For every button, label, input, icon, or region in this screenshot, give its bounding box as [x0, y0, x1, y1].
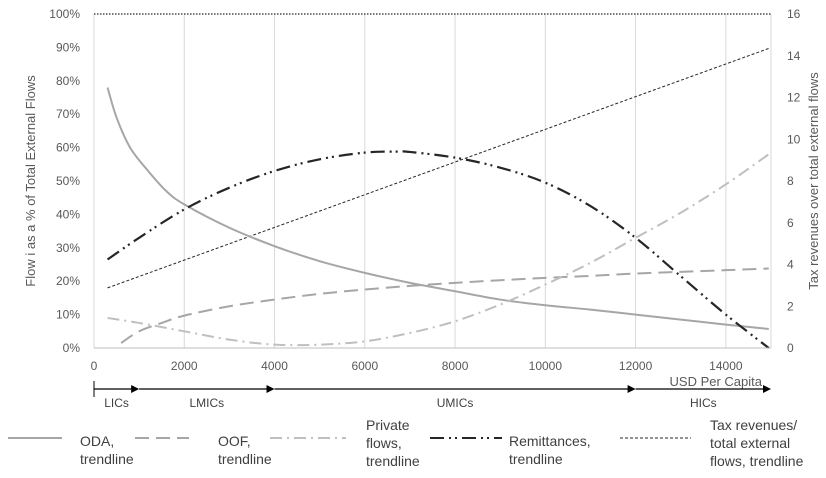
- income-arrow-head: [763, 385, 771, 393]
- y-tick-label: 90%: [56, 40, 80, 54]
- legend-label: Tax revenues/total external flows, trendl…: [710, 417, 804, 469]
- y-axis-title: Flow i as a % of Total External Flows: [23, 75, 38, 287]
- legend-label: Remittances, trendline: [509, 433, 591, 467]
- x-tick-label: 14000: [709, 359, 743, 373]
- y2-tick-label: 2: [787, 299, 794, 313]
- legend-label: OOF, trendline: [218, 433, 272, 467]
- x-tick-label: 10000: [529, 359, 563, 373]
- income-group-arrows: LICs LMICs UMICs HICs: [93, 381, 771, 410]
- y2-tick-label: 4: [787, 258, 794, 272]
- series-line-0: [106, 87, 769, 330]
- income-arrow-head: [627, 385, 636, 393]
- y2-tick-label: 6: [787, 216, 794, 230]
- y-tick-label: 40%: [56, 207, 80, 221]
- y2-tick-label: 8: [787, 174, 794, 188]
- income-group-label: HICs: [690, 396, 717, 410]
- x-tick-label: 6000: [351, 359, 378, 373]
- y2-tick-label: 10: [787, 132, 801, 146]
- legend-label: ODA, trendline: [80, 433, 134, 467]
- y-tick-label: 30%: [56, 241, 80, 255]
- legend: ODA, trendline OOF, trendline Private flows, t…: [8, 417, 804, 469]
- income-arrow-head: [131, 385, 140, 393]
- y2-tick-labels: 0 2 4 6 8 10 12 14 16: [787, 7, 801, 355]
- y2-axis-title: Tax revenues over total external flows: [806, 72, 821, 290]
- y-tick-label: 70%: [56, 107, 80, 121]
- x-tick-label: 12000: [619, 359, 653, 373]
- x-axis-title: USD Per Capita: [670, 374, 763, 389]
- series-lines: [106, 47, 770, 349]
- x-tick-label: 2000: [171, 359, 198, 373]
- y2-tick-label: 14: [787, 49, 801, 63]
- series-line-4: [107, 47, 769, 289]
- series-line-3: [106, 150, 770, 349]
- x-tick-label: 8000: [442, 359, 469, 373]
- y-tick-label: 80%: [56, 74, 80, 88]
- income-group-label: LICs: [104, 396, 129, 410]
- series-line-1: [120, 267, 769, 344]
- y-tick-label: 50%: [56, 174, 80, 188]
- y-tick-label: 0%: [63, 341, 81, 355]
- legend-label: Private flows, trendline: [366, 417, 420, 469]
- axes: [94, 13, 771, 349]
- y2-tick-label: 0: [787, 341, 794, 355]
- x-tick-label: 0: [91, 359, 98, 373]
- y-tick-label: 60%: [56, 141, 80, 155]
- income-group-label: LMICs: [189, 396, 224, 410]
- y-tick-label: 100%: [49, 7, 80, 21]
- gridlines: [93, 14, 772, 348]
- y-tick-label: 10%: [56, 308, 80, 322]
- x-tick-labels: 0 2000 4000 6000 8000 10000 12000 14000: [91, 359, 743, 373]
- y-tick-label: 20%: [56, 274, 80, 288]
- income-arrow-head: [266, 385, 275, 393]
- y2-tick-label: 16: [787, 7, 801, 21]
- series-line-2: [107, 153, 770, 347]
- y2-tick-label: 12: [787, 91, 801, 105]
- income-group-label: UMICs: [437, 396, 474, 410]
- y-tick-labels: 0% 10% 20% 30% 40% 50% 60% 70% 80% 90% 100%: [49, 7, 80, 355]
- x-tick-label: 4000: [261, 359, 288, 373]
